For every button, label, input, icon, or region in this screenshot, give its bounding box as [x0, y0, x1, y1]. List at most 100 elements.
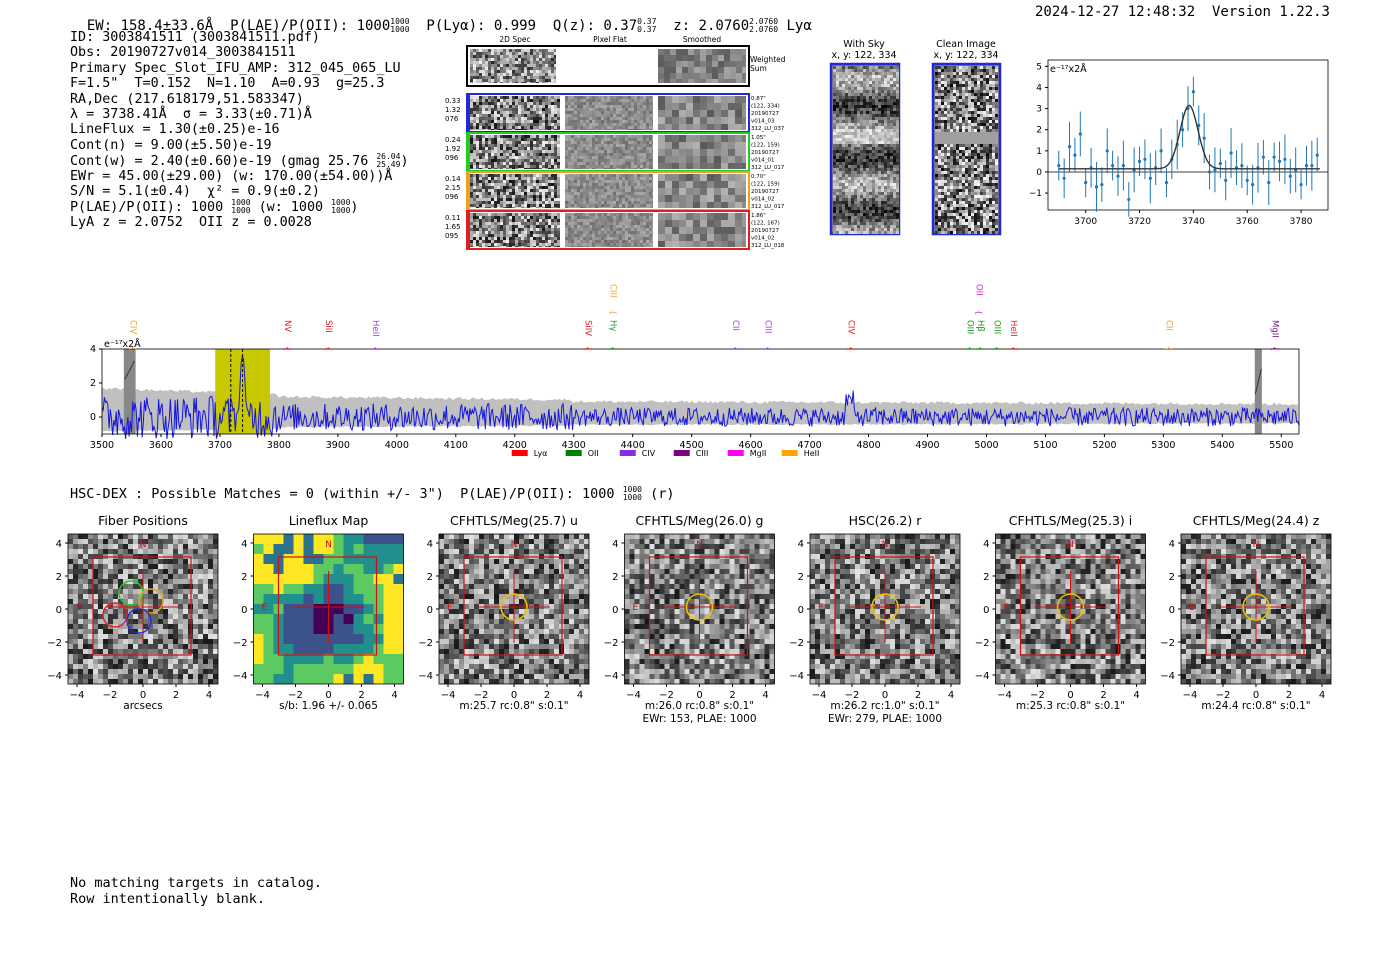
- cutout-pixelflat-0: [565, 96, 653, 130]
- zoom-point-40: [1272, 155, 1276, 159]
- spectral-line-label-15: CII: [1163, 320, 1173, 331]
- spectral-line-bracket-5: {: [608, 310, 617, 315]
- zoom-ytick-label-2: 3: [1036, 105, 1042, 115]
- thumb-xtick-label-0-1: −2: [103, 690, 118, 701]
- zoom-point-29: [1213, 168, 1217, 172]
- spectral-line-label-0: CIV: [127, 320, 137, 334]
- spec-xtick-label-19: 5400: [1210, 440, 1234, 451]
- thumbnail-title-2: CFHTLS/Meg(25.7) u: [450, 513, 578, 528]
- thumb-xtick-label-4-1: −2: [845, 690, 860, 701]
- thumb-ytick-label-0-0: 4: [56, 539, 62, 550]
- spectral-line-bracket-3: {: [371, 346, 380, 351]
- legend-swatch-0: [511, 450, 528, 456]
- thumb-xtick-label-0-2: 0: [140, 690, 146, 701]
- aperture-box-0: [92, 556, 192, 656]
- thumb-xtick-label-1-3: 2: [358, 690, 364, 701]
- imaging-thumbnails: Fiber Positions N E 4 2 0 −2 −4 −4 −2 0 2 4 arcsecs Li…: [47, 513, 1332, 725]
- zoom-point-38: [1261, 155, 1265, 159]
- thumb-ytick-label-6-2: 0: [1169, 605, 1175, 616]
- thumb-ytick-label-0-1: 2: [56, 572, 62, 583]
- thumb-ytick-label-4-0: 4: [798, 539, 804, 550]
- aperture-circle-2: [500, 593, 528, 621]
- thumb-xtick-label-3-3: 2: [729, 690, 735, 701]
- thumb-xtick-label-2-0: −4: [441, 690, 456, 701]
- info-fwhm: F=1.5" T=0.152 N=1.10 A=0.93 g=25.3: [70, 76, 385, 92]
- zoom-fit-curve: [1058, 104, 1320, 170]
- col-header-smoothed: Smoothed: [683, 35, 722, 44]
- aperture-box-5: [1019, 556, 1120, 656]
- thumb-xtick-label-0-4: 4: [206, 690, 212, 701]
- thumb-ytick-label-4-1: 2: [798, 572, 804, 583]
- legend-label-1: OII: [588, 449, 599, 458]
- zoom-point-48: [1315, 153, 1319, 157]
- col-header-2dspec: 2D Spec: [499, 35, 530, 44]
- zoom-point-19: [1159, 149, 1163, 153]
- cutout-color-bar-0: [467, 94, 470, 132]
- thumb-xtick-label-2-2: 0: [511, 690, 517, 701]
- thumb-ytick-label-1-2: 0: [241, 605, 247, 616]
- thumb-xtick-label-1-4: 4: [391, 690, 397, 701]
- thumb-xtick-label-5-1: −2: [1030, 690, 1045, 701]
- thumbnail-3: CFHTLS/Meg(26.0) g N E 4 2 0 −2 −4 −4 −2 0 2 4 m:26.0…: [604, 513, 775, 725]
- thumb-ytick-label-4-4: −4: [789, 671, 804, 682]
- thumb-xtick-label-3-1: −2: [659, 690, 674, 701]
- thumb-ytick-label-5-3: −2: [975, 638, 990, 649]
- cutout-right-label-2-0: 0.70": [751, 174, 766, 180]
- cutout-right-label-2-1: (122, 159): [751, 182, 780, 188]
- z-bot: 2.0760: [749, 25, 779, 34]
- spec-xtick-label-9: 4400: [621, 440, 645, 451]
- info-plae: P(LAE)/P(OII): 1000 1000 1000 (w: 1000 10…: [70, 199, 409, 216]
- aperture-box-6: [1205, 556, 1305, 656]
- thumbnail-title-5: CFHTLS/Meg(25.3) i: [1009, 513, 1133, 528]
- gmag-bot: 25.49: [376, 160, 401, 170]
- zoom-point-31: [1224, 178, 1228, 183]
- spectral-line-label-11: OII: [973, 284, 983, 296]
- clean-image-xy: x, y: 122, 334: [933, 50, 998, 61]
- hsc-dex-matches: HSC-DEX : Possible Matches = 0 (within +…: [70, 486, 674, 503]
- plae-w-fraction: 1000 1000: [331, 199, 350, 215]
- spectral-line-bracket-12: {: [966, 346, 975, 351]
- zoom-point-1: [1062, 176, 1066, 180]
- thumb-ytick-label-3-1: 2: [612, 572, 618, 583]
- zoom-point-34: [1240, 164, 1244, 168]
- spectral-line-bracket-4: {: [584, 346, 593, 351]
- qz-bot: 0.37: [637, 25, 657, 34]
- cutout-right-label-3-2: 20190727: [751, 228, 779, 234]
- thumb-xtick-label-4-4: 4: [948, 690, 954, 701]
- fiber-circle-1: [138, 588, 164, 614]
- spectral-line-bracket-7: {: [731, 346, 740, 351]
- aperture-box-1: [277, 556, 378, 656]
- thumb-ytick-label-0-4: −4: [47, 671, 62, 682]
- spec-ytick-label-0: 4: [90, 344, 96, 355]
- north-label-3: N: [696, 540, 703, 550]
- plae-w-top: 1000: [331, 198, 351, 208]
- cutout-right-label-0-0: 0.87": [751, 96, 766, 102]
- zoom-point-39: [1267, 180, 1271, 185]
- zoom-line-fit-plot: e⁻¹⁷x2Å 3700 3720 3740 3760 3780 5 4 3 2 1 0 −1: [1030, 59, 1329, 227]
- hsc-plae-fraction: 1000 1000: [623, 486, 642, 502]
- cutout-right-label-1-2: 20190727: [751, 150, 779, 156]
- north-label-4: N: [882, 540, 889, 550]
- full-spectrum-plot: 4 2 0 3500 3600 3700 3800 3900 4000 4100 4200 4300 4…: [90, 284, 1300, 458]
- aperture-box-2: [463, 556, 563, 656]
- thumb-ytick-label-5-2: 0: [983, 605, 989, 616]
- info-lineflux: LineFlux = 1.30(±0.25)e-16: [70, 122, 280, 138]
- spectral-line-label-2: SiII: [323, 320, 333, 333]
- zoom-point-45: [1299, 183, 1303, 187]
- info-id: ID: 3003841511 (3003841511.pdf): [70, 30, 320, 45]
- cutout-color-bar-3: [467, 211, 470, 249]
- cont-w-text: Cont(w) = 2.40(±0.60)e-19 (gmag 25.76: [70, 154, 369, 170]
- cutout-right-label-2-3: v014_02: [751, 197, 775, 203]
- plae-info-fraction: 1000 1000: [231, 199, 250, 215]
- zoom-ytick-label-6: −1: [1030, 189, 1042, 199]
- thumb-ytick-label-6-1: 2: [1169, 572, 1175, 583]
- thumb-xtick-label-1-2: 0: [325, 690, 331, 701]
- header-summary: EW: 158.4±33.6Å P(LAE)/P(OII): 10001000 1…: [70, 2, 812, 35]
- thumbnail-title-6: CFHTLS/Meg(24.4) z: [1193, 513, 1320, 528]
- thumbnail-sub1-3: m:26.0 rc:0.8" s:0.1": [645, 700, 754, 712]
- thumb-ytick-label-4-2: 0: [798, 605, 804, 616]
- thumb-xtick-label-5-3: 2: [1100, 690, 1106, 701]
- legend-label-5: HeII: [804, 449, 820, 458]
- cutout-right-label-1-0: 1.05": [751, 135, 766, 141]
- spec-xtick-label-4: 3900: [326, 440, 350, 451]
